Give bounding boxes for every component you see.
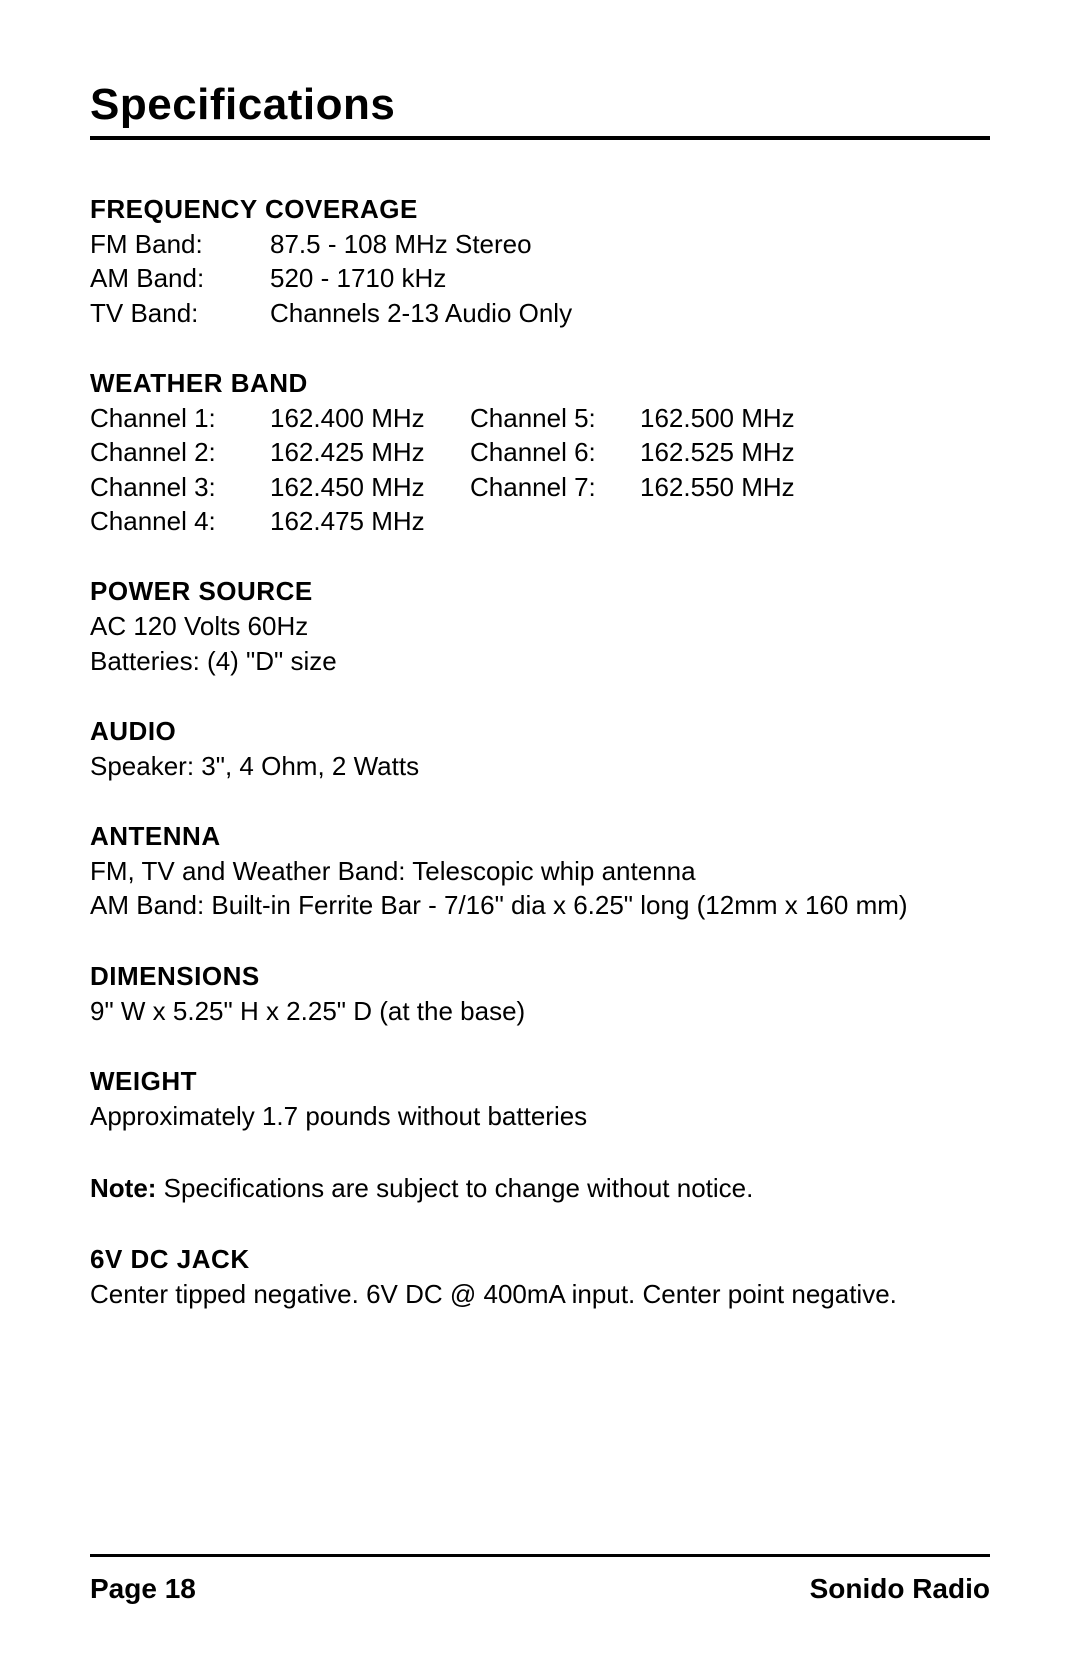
weather-channel-label: Channel 7: <box>470 470 640 504</box>
weather-channel-label: Channel 3: <box>90 470 270 504</box>
spec-line: Batteries: (4) "D" size <box>90 644 990 678</box>
weather-band-row: Channel 4: 162.475 MHz <box>90 504 990 538</box>
weather-channel-value: 162.400 MHz <box>270 401 470 435</box>
spec-line: Speaker: 3", 4 Ohm, 2 Watts <box>90 749 990 783</box>
spec-line: AM Band: Built-in Ferrite Bar - 7/16" di… <box>90 888 990 922</box>
weather-channel-value: 162.500 MHz <box>640 401 990 435</box>
weather-channel-label: Channel 1: <box>90 401 270 435</box>
spec-value: 520 - 1710 kHz <box>270 261 990 295</box>
weather-band-row: Channel 1: 162.400 MHz Channel 5: 162.50… <box>90 401 990 435</box>
weather-channel-value: 162.550 MHz <box>640 470 990 504</box>
weather-channel-value: 162.450 MHz <box>270 470 470 504</box>
spec-row: AM Band: 520 - 1710 kHz <box>90 261 990 295</box>
section-heading-power-source: POWER SOURCE <box>90 576 990 607</box>
spec-line: Center tipped negative. 6V DC @ 400mA in… <box>90 1277 990 1311</box>
spec-line: 9" W x 5.25" H x 2.25" D (at the base) <box>90 994 990 1028</box>
spec-row: FM Band: 87.5 - 108 MHz Stereo <box>90 227 990 261</box>
section-heading-frequency-coverage: FREQUENCY COVERAGE <box>90 194 990 225</box>
spec-label: TV Band: <box>90 296 270 330</box>
weather-channel-label: Channel 4: <box>90 504 270 538</box>
spec-label: FM Band: <box>90 227 270 261</box>
weather-channel-value: 162.425 MHz <box>270 435 470 469</box>
page-title: Specifications <box>90 80 990 140</box>
spec-row: TV Band: Channels 2-13 Audio Only <box>90 296 990 330</box>
page-footer: Page 18 Sonido Radio <box>90 1554 990 1605</box>
spec-line: Approximately 1.7 pounds without batteri… <box>90 1099 990 1133</box>
weather-channel-label: Channel 2: <box>90 435 270 469</box>
section-heading-audio: AUDIO <box>90 716 990 747</box>
footer-product-name: Sonido Radio <box>810 1573 990 1605</box>
section-heading-dimensions: DIMENSIONS <box>90 961 990 992</box>
specifications-page: Specifications FREQUENCY COVERAGE FM Ban… <box>0 0 1080 1669</box>
note-text: Specifications are subject to change wit… <box>156 1173 753 1203</box>
spec-label: AM Band: <box>90 261 270 295</box>
weather-band-row: Channel 3: 162.450 MHz Channel 7: 162.55… <box>90 470 990 504</box>
weather-channel-value: 162.475 MHz <box>270 504 470 538</box>
section-heading-dc-jack: 6V DC JACK <box>90 1244 990 1275</box>
weather-channel-value: 162.525 MHz <box>640 435 990 469</box>
spec-value: Channels 2-13 Audio Only <box>270 296 990 330</box>
weather-channel-label <box>470 504 640 538</box>
weather-channel-label: Channel 6: <box>470 435 640 469</box>
section-heading-weight: WEIGHT <box>90 1066 990 1097</box>
weather-channel-label: Channel 5: <box>470 401 640 435</box>
weather-band-row: Channel 2: 162.425 MHz Channel 6: 162.52… <box>90 435 990 469</box>
spec-value: 87.5 - 108 MHz Stereo <box>270 227 990 261</box>
spec-line: FM, TV and Weather Band: Telescopic whip… <box>90 854 990 888</box>
note-label: Note: <box>90 1173 156 1203</box>
spec-line: AC 120 Volts 60Hz <box>90 609 990 643</box>
section-heading-weather-band: WEATHER BAND <box>90 368 990 399</box>
footer-page-number: Page 18 <box>90 1573 196 1605</box>
note-line: Note: Specifications are subject to chan… <box>90 1171 990 1205</box>
section-heading-antenna: ANTENNA <box>90 821 990 852</box>
weather-channel-value <box>640 504 990 538</box>
